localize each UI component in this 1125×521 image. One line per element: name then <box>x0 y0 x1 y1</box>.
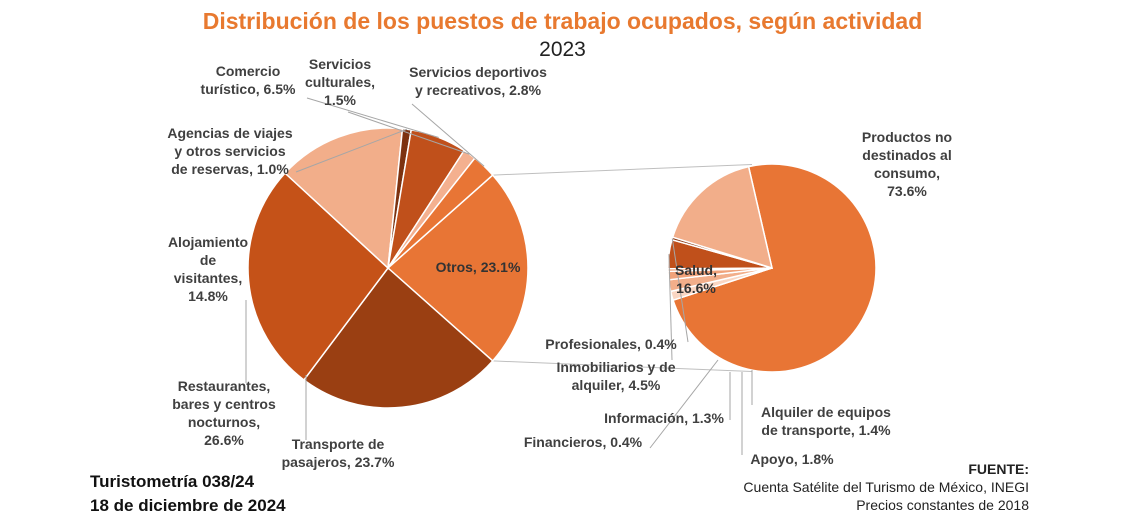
main-label-restaurantes-bares-y-centros-nocturnos: Restaurantes, bares y centros nocturnos, 26… <box>172 378 276 448</box>
main-label-alojamiento-de-visitantes: Alojamiento de visitantes, 14.8% <box>168 234 248 304</box>
leader-inmobiliarios <box>668 254 673 361</box>
main-slice-restaurantes-bares-y-centros-nocturnos <box>247 172 390 382</box>
connector-lines <box>492 164 753 372</box>
report-info: Turistometría 038/24 18 de diciembre de … <box>90 470 286 518</box>
secondary-pie <box>667 163 877 373</box>
secondary-label-financieros: Financieros, 0.4% <box>524 434 643 450</box>
main-label-servicios-deportivos-y-recreativos: Servicios deportivos y recreativos, 2.8% <box>409 64 547 98</box>
source-title: FUENTE: <box>968 461 1029 477</box>
main-label-comercio-turistico: Comercio turístico, 6.5% <box>201 63 296 97</box>
connector-line-top <box>492 164 753 176</box>
secondary-label-apoyo: Apoyo, 1.8% <box>750 451 834 467</box>
main-pie <box>247 127 529 409</box>
chart-subtitle: 2023 <box>539 38 586 61</box>
secondary-label-informacion: Información, 1.3% <box>604 410 724 426</box>
chart-title: Distribución de los puestos de trabajo o… <box>202 8 923 34</box>
main-label-otros: Otros, 23.1% <box>436 259 521 275</box>
report-number: Turistometría 038/24 <box>90 472 255 491</box>
report-date: 18 de diciembre de 2024 <box>90 496 286 515</box>
secondary-label-profesionales: Profesionales, 0.4% <box>545 336 677 352</box>
leader-comercio <box>306 97 439 138</box>
secondary-slice-productos-no-destinados-al-consumo <box>672 163 877 373</box>
main-slice-transporte-de-pasajeros <box>302 266 494 409</box>
connector-line-bottom <box>492 360 753 372</box>
secondary-label-salud: Salud, 16.6% <box>675 262 717 296</box>
main-label-agencias-de-viajes-y-otros-servicios-de-reservas: Agencias de viajes y otros servicios de re… <box>167 125 293 177</box>
leader-financieros <box>649 359 719 449</box>
main-label-servicios-culturales: Servicios culturales, 1.5% <box>305 56 375 108</box>
slice-labels: Otros, 23.1% Transporte de pasajeros, 23.7… <box>167 56 952 470</box>
leader-agencias <box>295 128 408 173</box>
leader-deportivos <box>411 103 485 167</box>
secondary-slice-salud <box>671 165 774 270</box>
secondary-label-productos-no-destinados-al-consumo: Productos no destinados al consumo, 73.6% <box>862 129 952 199</box>
main-slice-otros <box>386 174 529 362</box>
leader-lines <box>245 97 753 455</box>
secondary-label-inmobiliarios-y-de-alquiler: Inmobiliarios y de alquiler, 4.5% <box>556 359 675 393</box>
source-info: FUENTE: Cuenta Satélite del Turismo de M… <box>743 460 1029 514</box>
leader-culturales <box>347 111 470 155</box>
main-label-transporte-de-pasajeros: Transporte de pasajeros, 23.7% <box>282 436 395 470</box>
source-text: Cuenta Satélite del Turismo de México, I… <box>743 479 1029 495</box>
secondary-label-alquiler-de-equipos-de-transporte: Alquiler de equipos de transporte, 1.4% <box>761 404 891 438</box>
leader-profesionales <box>671 238 689 343</box>
source-note: Precios constantes de 2018 <box>856 497 1029 513</box>
